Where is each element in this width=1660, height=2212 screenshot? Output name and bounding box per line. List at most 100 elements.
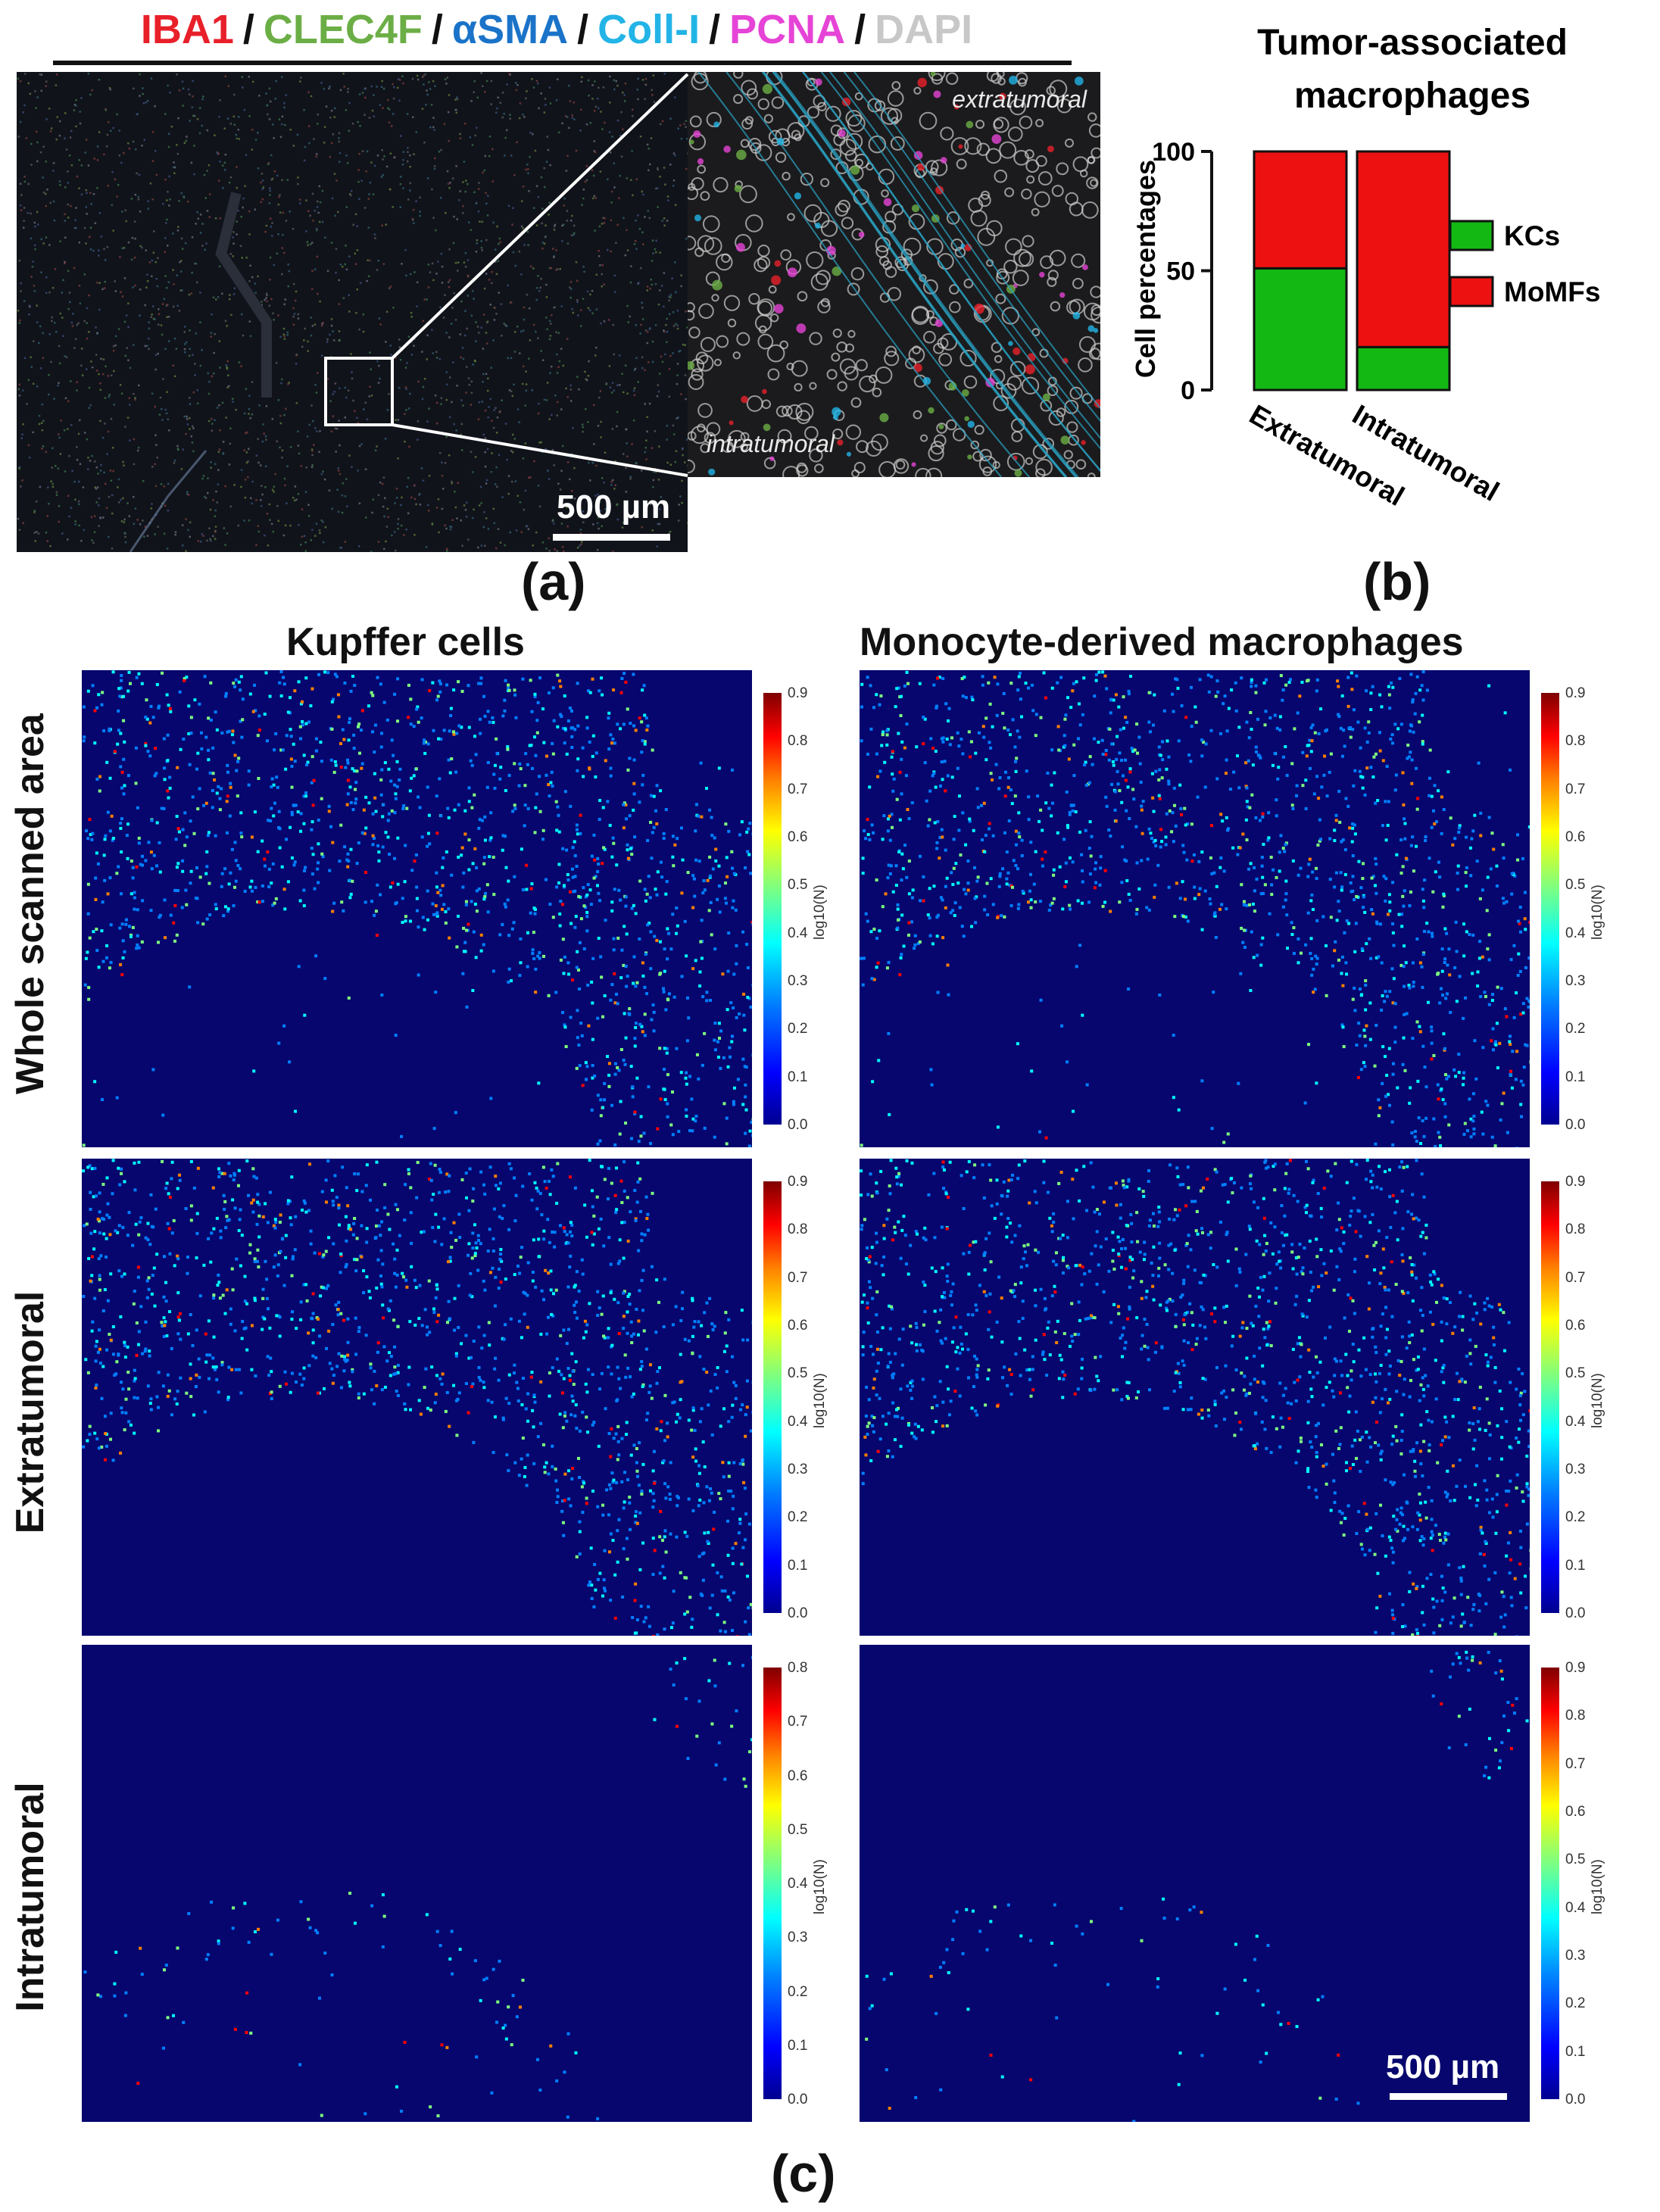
heatmap-cell <box>1250 728 1253 732</box>
heatmap-cell <box>1101 904 1105 908</box>
heatmap-cell <box>1195 1337 1199 1340</box>
heatmap-cell <box>570 735 574 738</box>
heatmap-cell <box>1343 744 1346 748</box>
heatmap-cell <box>1184 897 1187 901</box>
heatmap-cell <box>1369 708 1373 712</box>
heatmap-cell <box>129 682 133 685</box>
heatmap-cell <box>1443 1102 1447 1106</box>
heatmap-cell <box>1378 922 1382 926</box>
heatmap-cell <box>663 969 666 973</box>
heatmap-cell <box>448 1317 452 1321</box>
heatmap-cell <box>680 975 684 978</box>
heatmap-cell <box>310 820 314 824</box>
heatmap-cell <box>380 1285 384 1289</box>
heatmap-cell <box>155 1395 159 1399</box>
heatmap-cell <box>288 1060 292 1064</box>
heatmap-cell <box>578 941 582 944</box>
heatmap-cell <box>610 983 614 987</box>
heatmap-cell <box>1249 1174 1253 1178</box>
heatmap-cell <box>703 1311 707 1315</box>
heatmap-cell <box>1006 871 1010 875</box>
heatmap-cell <box>302 904 306 908</box>
heatmap-cell <box>1052 873 1056 877</box>
heatmap-cell <box>1361 877 1365 881</box>
heatmap-cell <box>1422 929 1426 933</box>
heatmap-cell <box>369 1198 373 1202</box>
heatmap-cell <box>642 684 646 688</box>
heatmap-cell <box>899 1256 903 1260</box>
heatmap-cell <box>357 722 361 726</box>
heatmap-cell <box>1075 680 1078 684</box>
heatmap-cell <box>569 1504 573 1508</box>
heatmap-cell <box>144 1236 148 1240</box>
heatmap-cell <box>1369 766 1373 769</box>
heatmap-cell <box>433 1163 437 1167</box>
heatmap-cell <box>902 1215 906 1218</box>
heatmap-cell <box>1120 800 1124 804</box>
heatmap-cell <box>1182 1339 1186 1343</box>
heatmap-cell <box>647 1228 651 1232</box>
heatmap-cell <box>1464 871 1468 875</box>
heatmap-cell <box>129 934 133 938</box>
heatmap-cell <box>699 940 703 944</box>
heatmap-cell <box>694 829 697 833</box>
heatmap-cell <box>988 827 991 831</box>
heatmap-cell <box>700 815 704 819</box>
heatmap-cell <box>257 1203 261 1206</box>
heatmap-cell <box>735 1016 738 1019</box>
heatmap-cell <box>85 829 89 833</box>
heatmap-cell <box>1329 1249 1333 1253</box>
heatmap-cell <box>354 1316 357 1320</box>
heatmap-cell <box>1062 1332 1066 1336</box>
heatmap-cell <box>1031 683 1034 687</box>
heatmap-cell <box>1487 933 1491 937</box>
heatmap-cell <box>923 717 927 721</box>
heatmap-cell <box>1443 961 1446 965</box>
heatmap-cell <box>144 742 148 746</box>
heatmap-cell <box>1430 931 1434 935</box>
heatmap-cell <box>98 1274 101 1278</box>
heatmap-cell <box>373 913 376 917</box>
heatmap-cell <box>329 758 333 762</box>
marker-pcna: PCNA <box>729 7 846 52</box>
heatmap-cell <box>596 870 600 874</box>
heatmap-cell <box>1435 1599 1439 1603</box>
heatmap-cell <box>959 738 963 741</box>
heatmap-cell <box>1380 705 1384 709</box>
heatmap-cell <box>434 991 438 994</box>
heatmap-cell <box>1509 1530 1512 1534</box>
heatmap-cell <box>507 1373 511 1377</box>
heatmap-cell <box>938 675 941 679</box>
heatmap-cell <box>1062 1377 1066 1381</box>
heatmap-cell <box>137 1233 141 1237</box>
heatmap-cell <box>1112 1303 1116 1306</box>
heatmap-cell <box>189 881 192 885</box>
heatmap-cell <box>1473 1438 1477 1442</box>
heatmap-cell <box>663 1576 666 1580</box>
heatmap-cell <box>333 1174 337 1178</box>
heatmap-cell <box>663 1439 667 1443</box>
heatmap-cell <box>1247 1391 1251 1395</box>
heatmap-cell <box>551 785 554 788</box>
heatmap-cell <box>1252 956 1256 959</box>
heatmap-cell <box>1348 826 1352 830</box>
heatmap-cell <box>1216 690 1220 694</box>
heatmap-cell <box>1270 893 1274 897</box>
heatmap-cell <box>398 767 402 771</box>
heatmap-cell <box>994 763 998 766</box>
heatmap-cell <box>155 864 159 868</box>
heatmap-cell <box>1161 758 1165 762</box>
heatmap-cell <box>666 998 670 1002</box>
heatmap-cell <box>680 891 684 895</box>
heatmap-cell <box>967 730 971 734</box>
heatmap-cell <box>1397 913 1401 916</box>
heatmap-cell <box>1285 773 1289 777</box>
heatmap-cell <box>1374 884 1378 888</box>
heatmap-cell <box>1334 819 1338 822</box>
heatmap-cell <box>243 1299 247 1303</box>
heatmap-cell <box>1153 693 1156 697</box>
heatmap-cell <box>194 897 198 900</box>
heatmap-cell <box>417 1399 421 1402</box>
heatmap-cell <box>233 753 237 757</box>
colorbar-tick-label: 0.4 <box>788 925 808 941</box>
